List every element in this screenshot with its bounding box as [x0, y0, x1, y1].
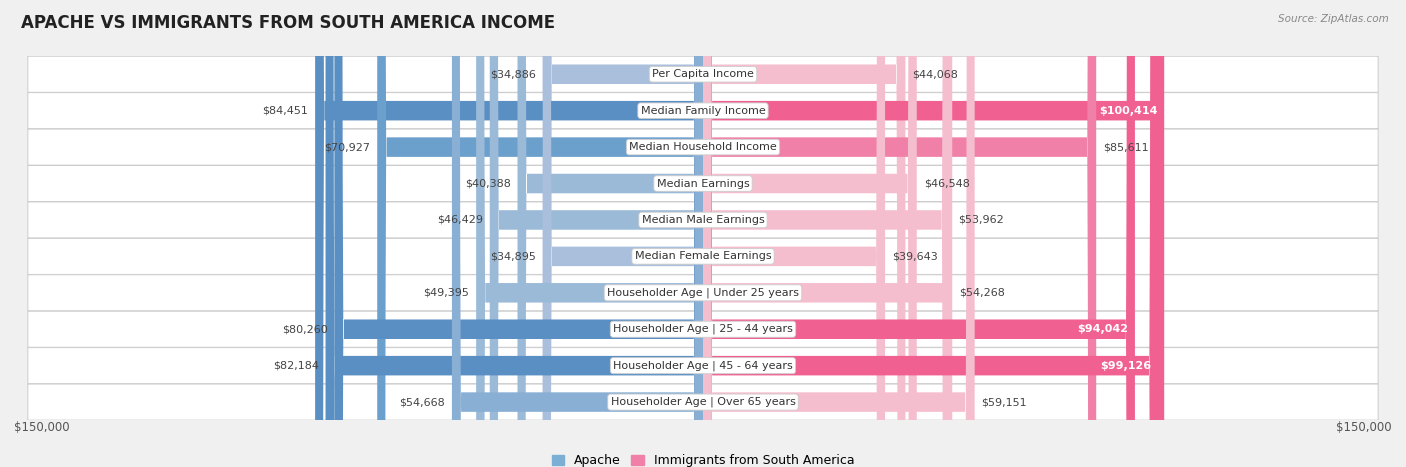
Text: $49,395: $49,395 [423, 288, 470, 298]
Text: $53,962: $53,962 [957, 215, 1004, 225]
Text: Median Household Income: Median Household Income [628, 142, 778, 152]
FancyBboxPatch shape [477, 0, 703, 467]
Text: Per Capita Income: Per Capita Income [652, 69, 754, 79]
FancyBboxPatch shape [543, 0, 703, 467]
FancyBboxPatch shape [335, 0, 703, 467]
FancyBboxPatch shape [28, 165, 1378, 202]
FancyBboxPatch shape [28, 275, 1378, 311]
Text: $85,611: $85,611 [1104, 142, 1149, 152]
FancyBboxPatch shape [28, 202, 1378, 238]
Text: $44,068: $44,068 [912, 69, 957, 79]
Text: $94,042: $94,042 [1077, 324, 1128, 334]
FancyBboxPatch shape [703, 0, 1097, 467]
Text: Median Family Income: Median Family Income [641, 106, 765, 116]
Text: $80,260: $80,260 [281, 324, 328, 334]
Text: Householder Age | Over 65 years: Householder Age | Over 65 years [610, 397, 796, 407]
Text: $54,668: $54,668 [399, 397, 446, 407]
Text: $34,895: $34,895 [489, 251, 536, 262]
Text: Median Earnings: Median Earnings [657, 178, 749, 189]
Text: Householder Age | 45 - 64 years: Householder Age | 45 - 64 years [613, 361, 793, 371]
Text: $70,927: $70,927 [325, 142, 370, 152]
Text: $34,886: $34,886 [491, 69, 536, 79]
Text: $150,000: $150,000 [1336, 421, 1392, 434]
Text: Median Male Earnings: Median Male Earnings [641, 215, 765, 225]
FancyBboxPatch shape [489, 0, 703, 467]
Text: Median Female Earnings: Median Female Earnings [634, 251, 772, 262]
Text: $82,184: $82,184 [273, 361, 319, 371]
FancyBboxPatch shape [315, 0, 703, 467]
Text: Source: ZipAtlas.com: Source: ZipAtlas.com [1278, 14, 1389, 24]
Text: Householder Age | Under 25 years: Householder Age | Under 25 years [607, 288, 799, 298]
FancyBboxPatch shape [28, 129, 1378, 165]
Text: $100,414: $100,414 [1099, 106, 1157, 116]
Text: $46,548: $46,548 [924, 178, 970, 189]
FancyBboxPatch shape [517, 0, 703, 467]
FancyBboxPatch shape [28, 56, 1378, 92]
FancyBboxPatch shape [703, 0, 950, 467]
Text: $150,000: $150,000 [14, 421, 70, 434]
FancyBboxPatch shape [703, 0, 886, 467]
FancyBboxPatch shape [326, 0, 703, 467]
Text: $84,451: $84,451 [263, 106, 308, 116]
FancyBboxPatch shape [28, 384, 1378, 420]
FancyBboxPatch shape [703, 0, 905, 467]
FancyBboxPatch shape [28, 311, 1378, 347]
FancyBboxPatch shape [28, 238, 1378, 275]
FancyBboxPatch shape [703, 0, 952, 467]
Text: Householder Age | 25 - 44 years: Householder Age | 25 - 44 years [613, 324, 793, 334]
FancyBboxPatch shape [703, 0, 1164, 467]
Text: $99,126: $99,126 [1101, 361, 1152, 371]
Text: $40,388: $40,388 [465, 178, 510, 189]
FancyBboxPatch shape [377, 0, 703, 467]
FancyBboxPatch shape [703, 0, 917, 467]
FancyBboxPatch shape [28, 347, 1378, 384]
Text: APACHE VS IMMIGRANTS FROM SOUTH AMERICA INCOME: APACHE VS IMMIGRANTS FROM SOUTH AMERICA … [21, 14, 555, 32]
Text: $54,268: $54,268 [959, 288, 1005, 298]
FancyBboxPatch shape [703, 0, 974, 467]
FancyBboxPatch shape [28, 92, 1378, 129]
FancyBboxPatch shape [703, 0, 1135, 467]
FancyBboxPatch shape [451, 0, 703, 467]
Text: $39,643: $39,643 [891, 251, 938, 262]
FancyBboxPatch shape [703, 0, 1159, 467]
Text: $46,429: $46,429 [437, 215, 482, 225]
Text: $59,151: $59,151 [981, 397, 1028, 407]
Legend: Apache, Immigrants from South America: Apache, Immigrants from South America [547, 449, 859, 467]
FancyBboxPatch shape [543, 0, 703, 467]
